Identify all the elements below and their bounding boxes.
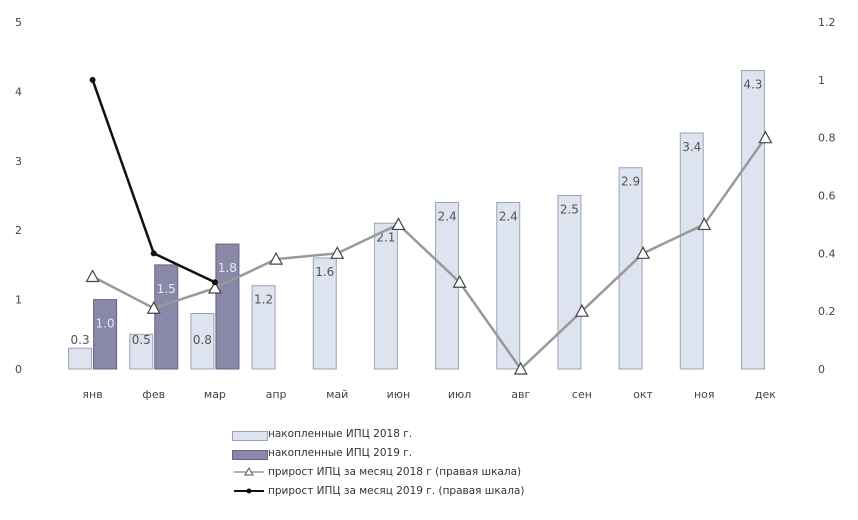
legend-item-line-2019: прирост ИПЦ за месяц 2019 г. (правая шка…	[232, 481, 524, 500]
bar-2018-data-label: 2.9	[621, 175, 640, 189]
bar-2019-data-label: 1.0	[96, 317, 115, 331]
right-axis-tick-label: 0.8	[818, 132, 836, 145]
bar-2018	[312, 257, 337, 370]
legend-swatch-bar-2018	[232, 428, 268, 441]
bar-2019	[93, 299, 118, 370]
right-axis: 0 0.2 0.4 0.6 0.8 1 1.2	[818, 16, 836, 376]
line-2018-marker	[697, 217, 712, 231]
left-axis-tick-label: 2	[15, 224, 22, 237]
bar-2019-data-label: 1.5	[157, 282, 176, 296]
bar-2018-data-label: 0.3	[71, 333, 90, 347]
right-axis-tick-label: 1.2	[818, 16, 836, 29]
left-axis-tick-label: 4	[15, 85, 22, 98]
legend-swatch-line-2018	[232, 466, 266, 478]
x-axis-tick-label: ноя	[694, 388, 715, 401]
bar-2018	[373, 222, 398, 370]
bar-2018-data-label: 2.4	[438, 209, 457, 223]
x-axis-tick-label: июн	[387, 388, 411, 401]
line-2018-marker	[207, 280, 222, 294]
bar-2018	[68, 347, 93, 370]
legend-label: прирост ИПЦ за месяц 2019 г. (правая шка…	[268, 484, 525, 497]
left-axis-tick-label: 3	[15, 155, 22, 168]
line-2018-marker	[269, 251, 284, 265]
bar-2018	[129, 333, 154, 370]
lines	[85, 76, 773, 375]
bar-2019	[215, 243, 240, 370]
line-2018-marker	[513, 361, 528, 375]
legend-label: накопленные ИПЦ 2018 г.	[268, 427, 413, 440]
legend: накопленные ИПЦ 2018 г. накопленные ИПЦ …	[232, 424, 524, 500]
cpi-chart: 0 1 2 3 4 5 0 0.2 0.4 0.6 0.8 1 1.2 0.3 0.5 0.8 1.2 1.6…	[15, 16, 836, 401]
right-axis-tick-label: 1	[818, 74, 825, 87]
bars: 0.3 0.5 0.81.21.62.12.4 2.4 2.52.93.44.31.01…	[68, 70, 765, 370]
right-axis-tick-label: 0.2	[818, 305, 836, 318]
left-axis-tick-label: 0	[15, 363, 22, 376]
right-axis-tick-label: 0	[818, 363, 825, 376]
legend-item-bar-2019: накопленные ИПЦ 2019 г.	[232, 443, 524, 462]
line-2018-marker	[85, 269, 100, 283]
line-2018-marker	[574, 303, 589, 317]
line-2018-marker	[146, 301, 161, 314]
left-axis-tick-label: 5	[15, 16, 22, 29]
bar-2018	[679, 132, 704, 370]
bar-2018-data-label: 1.6	[315, 265, 334, 279]
right-axis-tick-label: 0.6	[818, 190, 836, 203]
legend-item-bar-2018: накопленные ИПЦ 2018 г.	[232, 424, 524, 443]
bar-2018-data-label: 4.3	[743, 78, 762, 92]
left-axis-tick-label: 1	[15, 294, 22, 307]
bar-2018-data-label: 2.5	[560, 203, 579, 217]
x-axis-tick-label: сен	[572, 388, 592, 401]
x-axis-tick-label: июл	[448, 388, 471, 401]
line-2019-marker	[150, 250, 157, 257]
right-axis-tick-label: 0.4	[818, 247, 836, 260]
x-axis-tick-label: мар	[204, 388, 226, 401]
bar-2018-data-label: 0.8	[193, 333, 212, 347]
bar-2018	[251, 285, 276, 370]
line-2019-marker	[211, 279, 218, 286]
x-axis-tick-label: авг	[511, 388, 530, 401]
line-2018-marker	[391, 217, 406, 231]
line-2019-marker	[89, 76, 96, 83]
legend-swatch-bar-2019	[232, 447, 268, 460]
x-axis-tick-label: фев	[142, 388, 165, 401]
bar-2018-data-label: 1.2	[254, 293, 273, 307]
bar-2018	[496, 201, 521, 370]
x-axis-tick-label: окт	[633, 388, 653, 401]
line-2018	[92, 136, 767, 371]
bar-2018-data-label: 0.5	[132, 333, 151, 347]
bar-2018	[618, 167, 643, 370]
x-axis-tick-label: дек	[755, 388, 776, 401]
x-axis-tick-label: янв	[82, 388, 102, 401]
line-2018-marker	[330, 246, 345, 259]
x-axis-tick-label: май	[326, 388, 348, 401]
x-axis-labels: янв фев мар апр май июн июл авг сен окт ноя дек	[82, 388, 776, 401]
bar-2019-data-label: 1.8	[218, 261, 237, 275]
line-2018-marker	[758, 130, 773, 144]
bar-2018-data-label: 2.4	[499, 209, 518, 223]
line-2018-marker	[636, 246, 651, 259]
legend-label: накопленные ИПЦ 2019 г.	[268, 446, 413, 459]
bar-2018	[190, 312, 215, 370]
bar-2018	[557, 195, 582, 370]
bar-2019	[154, 264, 179, 370]
legend-swatch-line-2019	[232, 485, 266, 497]
legend-item-line-2018: прирост ИПЦ за месяц 2018 г (правая шкал…	[232, 462, 524, 481]
line-2018-marker	[452, 274, 467, 288]
x-axis-tick-label: апр	[266, 388, 287, 401]
legend-label: прирост ИПЦ за месяц 2018 г (правая шкал…	[268, 465, 522, 478]
bar-2018	[740, 70, 765, 370]
left-axis: 0 1 2 3 4 5	[15, 16, 22, 376]
bar-2018-data-label: 3.4	[682, 140, 701, 154]
